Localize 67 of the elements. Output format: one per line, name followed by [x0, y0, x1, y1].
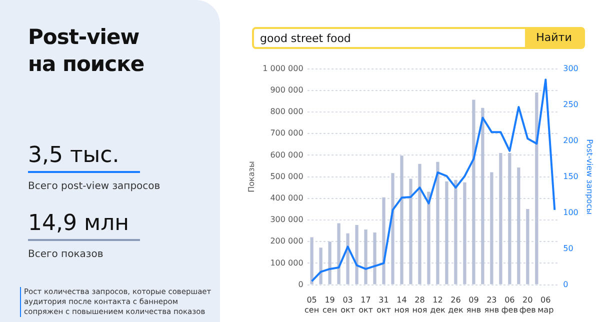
x-tick-label: 28 ноя — [412, 296, 428, 314]
y-tick-label: 700 000 — [270, 128, 304, 138]
bar — [310, 237, 314, 284]
bar — [490, 172, 494, 284]
bar — [499, 153, 502, 284]
y2-axis-title: Post-view запросы — [585, 139, 594, 215]
y-tick-label: 100 000 — [270, 258, 304, 268]
y2-tick-label: 100 — [563, 208, 578, 217]
bar — [337, 223, 340, 284]
bar — [481, 108, 484, 284]
bar — [328, 242, 332, 284]
search-button[interactable]: Найти — [525, 29, 583, 47]
x-tick-label: 23 янв — [484, 296, 500, 314]
y2-tick-label: 50 — [563, 244, 574, 253]
y2-tick-label: 0 — [563, 280, 568, 289]
y-tick-label: 300 000 — [270, 215, 304, 224]
y-tick-label: 200 000 — [270, 236, 304, 246]
y-tick-label: 800 000 — [270, 107, 304, 116]
bar — [355, 224, 358, 284]
bar — [373, 232, 376, 284]
bar — [535, 92, 538, 284]
bar — [463, 182, 466, 284]
y2-tick-label: 200 — [563, 136, 578, 145]
bar — [436, 162, 440, 284]
bar — [364, 230, 368, 284]
bar — [319, 248, 322, 284]
bar — [445, 181, 448, 284]
y-tick-label: 400 000 — [270, 193, 304, 202]
bar — [517, 168, 520, 284]
x-tick-label: 06 фев — [501, 296, 518, 314]
text: Всего post-view запросов — [28, 181, 160, 192]
x-tick-label: 03 окт — [340, 296, 356, 314]
x-tick-label: 26 дек — [448, 296, 464, 314]
bar — [508, 153, 512, 284]
y-tick-label: 0 — [298, 280, 304, 289]
x-tick-label: 19 сен — [322, 296, 338, 314]
bar — [454, 180, 458, 284]
text: 14,9 млн — [28, 211, 140, 241]
bar — [409, 178, 412, 284]
y-axis-title: Показы — [246, 161, 256, 192]
bar — [400, 156, 404, 284]
bar — [472, 100, 476, 284]
x-tick-label: 09 янв — [466, 296, 482, 314]
bar — [427, 192, 430, 284]
y-tick-label: 600 000 — [270, 150, 304, 160]
x-tick-label: 14 ноя — [394, 296, 410, 314]
text: 3,5 тыс. — [28, 143, 140, 173]
y-tick-label: 1 000 000 — [262, 64, 304, 73]
y-tick-label: 900 000 — [270, 85, 304, 94]
x-tick-label: 05 сен — [304, 296, 320, 314]
text: Post-view на поиске — [28, 24, 146, 78]
y2-tick-label: 150 — [563, 172, 578, 181]
bar — [418, 164, 422, 284]
y2-tick-label: 300 — [563, 64, 578, 73]
text: Всего показов — [28, 249, 104, 260]
bar — [526, 208, 530, 284]
bar — [391, 173, 394, 284]
x-tick-label: 17 окт — [358, 296, 374, 314]
y-tick-label: 500 000 — [270, 172, 304, 181]
x-tick-label: 06 мар — [538, 296, 554, 314]
bar — [346, 233, 350, 284]
bar — [382, 197, 386, 284]
x-tick-label: 31 окт — [376, 296, 392, 314]
y2-tick-label: 250 — [563, 100, 578, 109]
x-tick-label: 12 дек — [430, 296, 446, 314]
text: good street food — [260, 32, 351, 45]
x-tick-label: 20 фев — [519, 296, 536, 314]
